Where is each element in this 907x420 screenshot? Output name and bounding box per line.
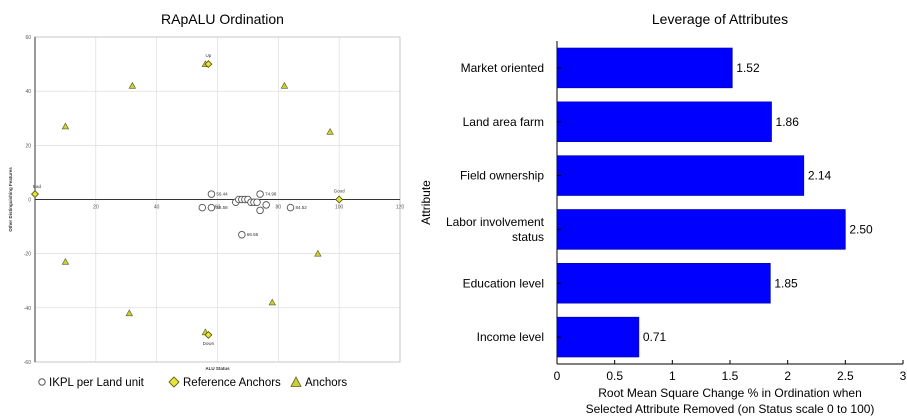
anchor-point — [61, 257, 70, 265]
anchor-point — [125, 309, 134, 317]
y-axis-label: Other Distinguishing Features — [8, 167, 13, 232]
bar — [556, 209, 846, 250]
x-tick-label: 3 — [900, 369, 907, 383]
legend-circle-marker — [38, 378, 46, 386]
bar — [556, 101, 772, 142]
legend-label: IKPL per Land unit — [49, 377, 145, 389]
bar-value-label: 2.50 — [849, 222, 873, 236]
y-tick-label: -20 — [24, 252, 31, 258]
y-axis-label: Attribute — [419, 180, 433, 225]
ikpl-point — [256, 206, 264, 215]
ikpl-point — [286, 203, 295, 212]
category-label: Labor involvement — [446, 215, 545, 229]
x-tick-label: 0.5 — [606, 369, 623, 383]
x-tick-label: 1 — [669, 369, 676, 383]
y-tick-label: -40 — [24, 306, 31, 312]
reference-anchor-label: Good — [334, 189, 346, 194]
x-tick-label: 1.5 — [722, 369, 739, 383]
bar-value-label: 2.14 — [808, 169, 832, 183]
y-tick-label: -60 — [24, 360, 31, 366]
category-label: Field ownership — [460, 169, 544, 183]
category-label: Land area farm — [463, 115, 544, 129]
x-tick-label: 80 — [276, 205, 282, 211]
legend-label: Reference Anchors — [183, 377, 281, 389]
reference-anchor-point — [204, 330, 213, 339]
x-tick-label: 2 — [784, 369, 791, 383]
reference-anchor-point — [204, 60, 213, 69]
ikpl-point — [198, 203, 207, 212]
bar-value-label: 1.52 — [736, 61, 760, 75]
category-label: Income level — [477, 330, 544, 344]
ikpl-point — [207, 203, 216, 212]
bar — [556, 155, 805, 196]
x-tick-label: 60 — [215, 205, 221, 211]
x-tick-label: 40 — [154, 205, 160, 211]
ikpl-point-label: 84.52 — [296, 205, 308, 210]
bar-value-label: 1.86 — [776, 115, 800, 129]
reference-anchor-label: Down — [203, 341, 215, 346]
ikpl-point — [256, 190, 264, 198]
anchor-point — [61, 122, 70, 130]
ikpl-point-label: 74.98 — [265, 192, 277, 197]
category-label: Education level — [463, 276, 544, 290]
y-tick-label: 40 — [25, 89, 31, 95]
bar — [556, 316, 640, 358]
anchor-point — [326, 127, 334, 135]
ikpl-point — [253, 198, 261, 206]
x-tick-label: 2.5 — [837, 369, 854, 383]
legend-triangle-marker — [290, 376, 302, 387]
x-axis-label-line1: Root Mean Square Change % in Ordination … — [598, 386, 862, 400]
ikpl-point — [207, 190, 216, 198]
reference-anchor-label: Bad — [33, 184, 42, 189]
x-tick-label: 100 — [335, 205, 344, 211]
ikpl-point-label: 58.58 — [216, 205, 228, 210]
x-axis-label: ALU Status — [205, 366, 230, 371]
ikpl-point — [238, 230, 246, 239]
reference-anchor-point — [335, 195, 344, 204]
x-tick-label: 20 — [93, 205, 99, 211]
legend-diamond-marker — [168, 376, 180, 388]
ikpl-point — [262, 201, 270, 209]
x-tick-label: 0 — [554, 369, 561, 383]
category-label: Market oriented — [461, 61, 544, 75]
anchor-point — [128, 81, 137, 89]
y-tick-label: 0 — [28, 198, 31, 204]
legend-label: Anchors — [305, 377, 347, 389]
reference-anchor-label: Up — [205, 53, 211, 58]
anchor-point — [280, 81, 289, 89]
bar-value-label: 1.85 — [774, 276, 798, 290]
y-tick-label: 20 — [25, 143, 31, 149]
anchor-point — [314, 249, 322, 257]
y-tick-label: 60 — [25, 35, 31, 41]
bar-value-label: 0.71 — [643, 330, 667, 344]
reference-anchor-point — [31, 190, 39, 199]
chart-title: Leverage of Attributes — [652, 11, 788, 27]
chart-title: RApALU Ordination — [161, 11, 284, 27]
ikpl-point-label: 56.44 — [216, 192, 228, 197]
category-label: status — [512, 230, 544, 244]
bar — [556, 47, 733, 89]
x-axis-label-line2: Selected Attribute Removed (on Status sc… — [586, 402, 875, 416]
ikpl-point-label: 66.56 — [247, 232, 259, 237]
anchor-point — [268, 298, 276, 306]
bar — [556, 263, 771, 304]
